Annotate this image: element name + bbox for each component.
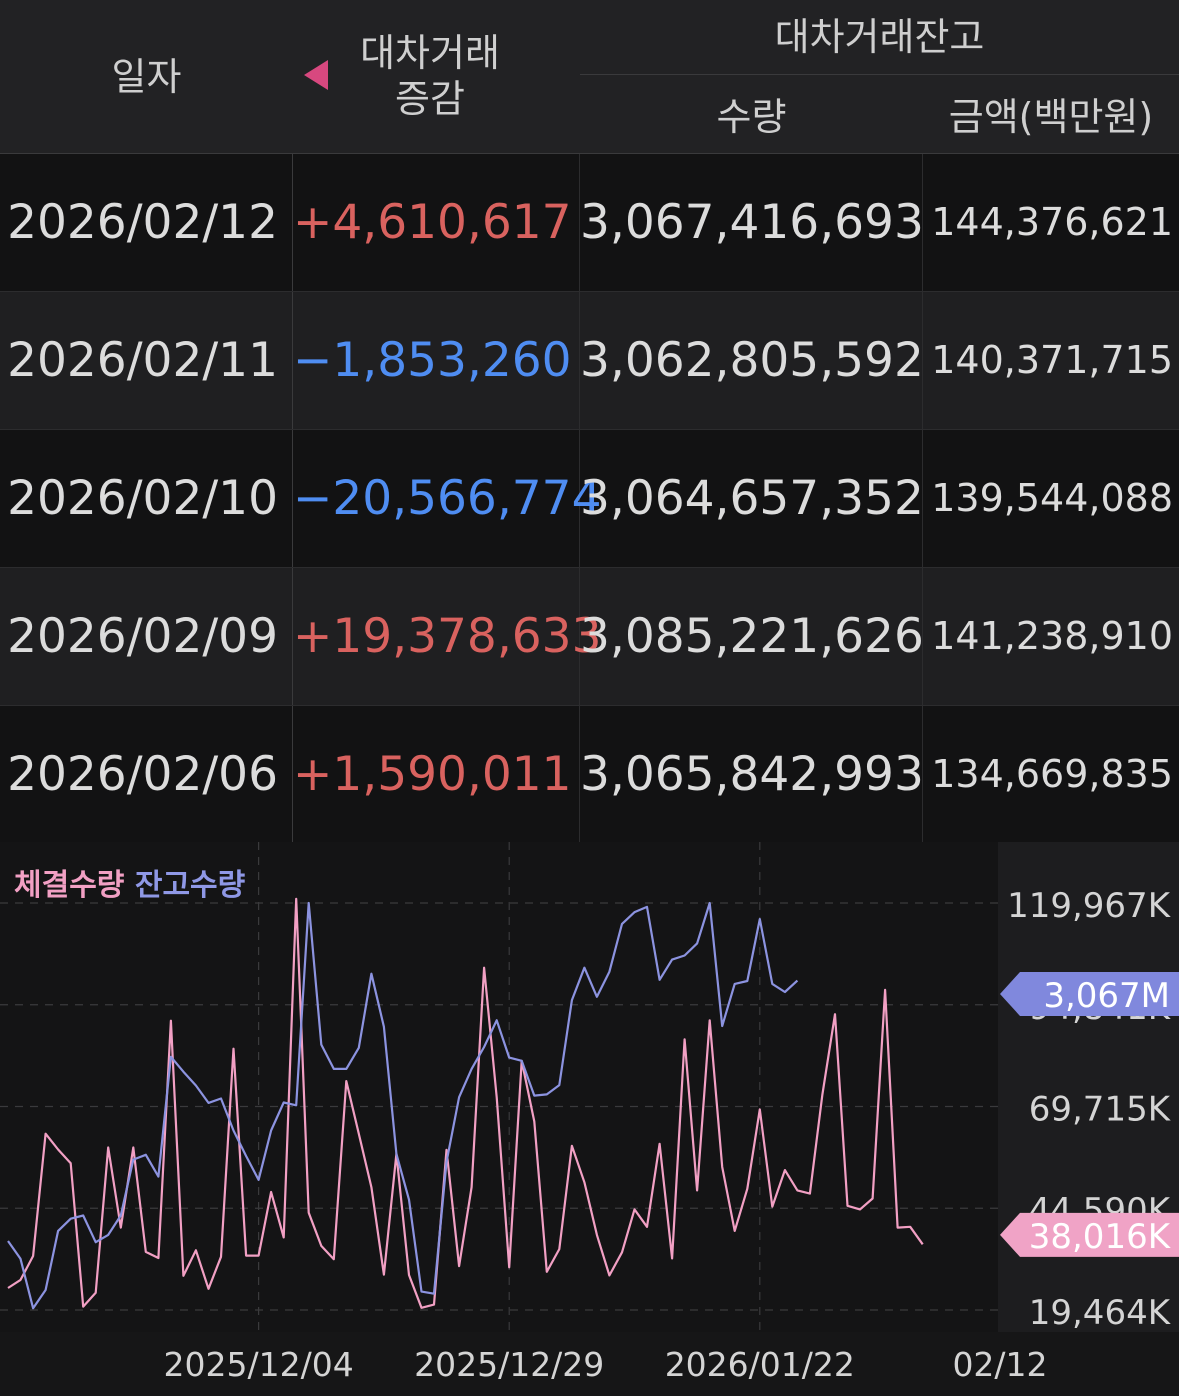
table-header: 일자 대차거래 증감 대차거래잔고 수량 금액(백만원): [0, 0, 1179, 154]
row-date: 2026/02/12: [0, 154, 293, 291]
table-row[interactable]: 2026/02/09 +19,378,633 3,085,221,626 141…: [0, 568, 1179, 706]
badge-trades: [1000, 1212, 1179, 1257]
row-amount: 141,238,910: [931, 614, 1173, 658]
header-amount[interactable]: 금액(백만원): [948, 95, 1154, 139]
row-quantity: 3,067,416,693: [580, 154, 924, 291]
chart-legend: 체결수량 잔고수량: [14, 860, 245, 904]
row-date: 2026/02/10: [0, 430, 293, 567]
lending-chart[interactable]: 119,967K94,841K69,715K44,590K19,464K2025…: [0, 842, 1179, 1396]
table-row[interactable]: 2026/02/11 −1,853,260 3,062,805,592 140,…: [0, 292, 1179, 430]
row-change: +4,610,617: [293, 154, 580, 291]
row-date: 2026/02/06: [0, 706, 293, 843]
x-axis-panel: [0, 1332, 1179, 1396]
row-quantity: 3,062,805,592: [580, 292, 924, 429]
row-amount: 140,371,715: [931, 338, 1173, 382]
chart-svg: 119,967K94,841K69,715K44,590K19,464K2025…: [0, 842, 1179, 1396]
row-date: 2026/02/11: [0, 292, 293, 429]
row-change: +19,378,633: [293, 568, 601, 705]
y-tick-label: 19,464K: [1029, 1293, 1172, 1333]
row-change: +1,590,011: [293, 706, 580, 843]
row-quantity: 3,085,221,626: [580, 568, 924, 705]
header-quantity[interactable]: 수량: [716, 95, 787, 139]
row-change: −20,566,774: [293, 430, 601, 567]
badge-balance: [1000, 971, 1179, 1016]
header-lending-change-line2: 증감: [395, 77, 465, 121]
badge-label-balance: 3,067M: [1043, 976, 1170, 1016]
table-row[interactable]: 2026/02/10 −20,566,774 3,064,657,352 139…: [0, 430, 1179, 568]
x-tick-label: 2026/01/22: [665, 1345, 855, 1384]
legend-trades: 체결수량: [14, 868, 125, 903]
row-date: 2026/02/09: [0, 568, 293, 705]
table-row[interactable]: 2026/02/12 +4,610,617 3,067,416,693 144,…: [0, 154, 1179, 292]
row-amount: 134,669,835: [931, 752, 1173, 796]
row-quantity: 3,065,842,993: [580, 706, 924, 843]
header-divider: [580, 74, 1179, 75]
x-tick-label: 2025/12/04: [163, 1345, 353, 1384]
legend-balance: 잔고수량: [134, 868, 246, 903]
row-amount: 144,376,621: [931, 200, 1173, 244]
badge-label-trades: 38,016K: [1029, 1217, 1172, 1257]
header-lending-balance: 대차거래잔고: [774, 15, 985, 59]
lending-table-body: 2026/02/12 +4,610,617 3,067,416,693 144,…: [0, 154, 1179, 844]
header-lending-change-line1: 대차거래: [360, 31, 500, 75]
sort-arrow-icon[interactable]: [304, 60, 328, 90]
y-tick-label: 119,967K: [1007, 886, 1172, 926]
x-tick-label: 2025/12/29: [414, 1345, 604, 1384]
header-lending-change[interactable]: 대차거래 증감: [350, 30, 510, 122]
series-line-trades: [7, 897, 924, 1309]
x-tick-label: 02/12: [952, 1345, 1047, 1384]
table-row[interactable]: 2026/02/06 +1,590,011 3,065,842,993 134,…: [0, 706, 1179, 844]
series-line-balance: [7, 901, 799, 1310]
row-quantity: 3,064,657,352: [580, 430, 924, 567]
header-date[interactable]: 일자: [111, 55, 182, 99]
row-change: −1,853,260: [293, 292, 580, 429]
plot-area: [0, 842, 998, 1332]
row-amount: 139,544,088: [931, 476, 1173, 520]
y-tick-label: 69,715K: [1029, 1090, 1172, 1130]
